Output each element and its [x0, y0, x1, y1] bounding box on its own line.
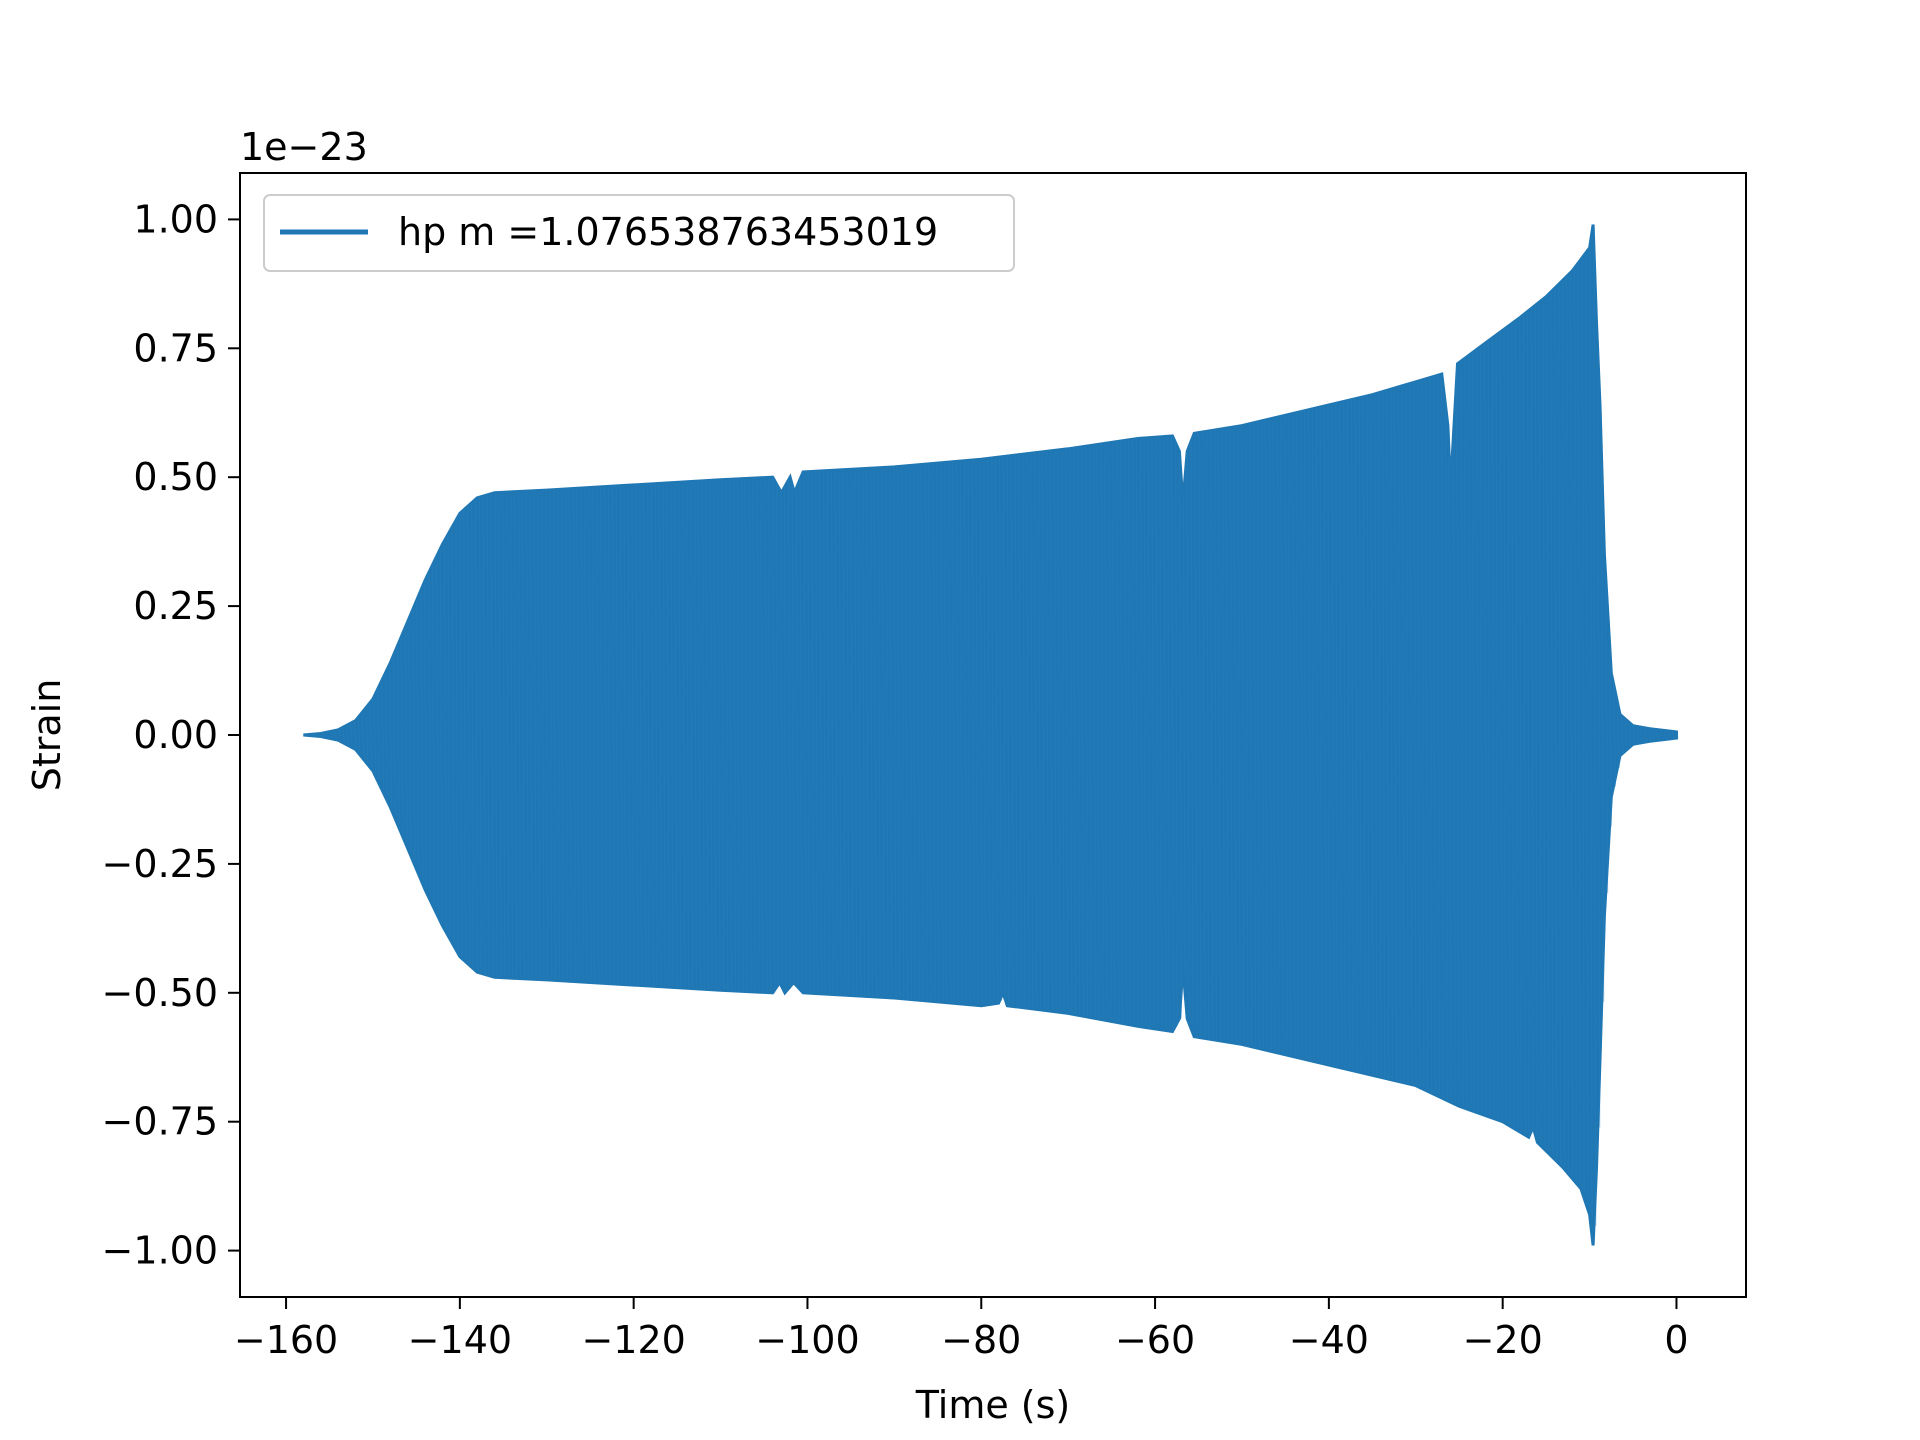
y-tick-label: 0.75 — [133, 326, 218, 370]
legend: hp m =1.076538763453019 — [263, 194, 1015, 272]
y-tick-label: 1.00 — [133, 197, 218, 241]
x-tick-label: −120 — [581, 1318, 685, 1362]
series-hp-waveform — [303, 224, 1678, 1246]
x-tick-label: −100 — [755, 1318, 859, 1362]
y-axis: 1.00 0.75 0.50 0.25 0.00 −0.25 −0.50 −0.75 −1.00 — [102, 197, 240, 1273]
y-tick-label: 0.00 — [133, 713, 218, 757]
x-tick-label: 0 — [1664, 1318, 1688, 1362]
y-tick-label: −0.75 — [102, 1100, 218, 1144]
y-tick-label: −0.25 — [102, 842, 218, 886]
y-tick-label: −0.50 — [102, 971, 218, 1015]
x-tick-label: −160 — [234, 1318, 338, 1362]
y-axis-label: Strain — [25, 679, 69, 792]
x-axis-label: Time (s) — [915, 1383, 1071, 1427]
y-tick-label: 0.25 — [133, 584, 218, 628]
x-tick-label: −60 — [1115, 1318, 1195, 1362]
y-tick-label: 0.50 — [133, 455, 218, 499]
y-tick-label: −1.00 — [102, 1229, 218, 1273]
x-tick-label: −140 — [408, 1318, 512, 1362]
series-hp-oscillation-texture — [303, 244, 1679, 1227]
x-tick-label: −40 — [1289, 1318, 1369, 1362]
x-tick-label: −20 — [1463, 1318, 1543, 1362]
legend-entry-hp: hp m =1.076538763453019 — [398, 210, 938, 254]
x-tick-label: −80 — [941, 1318, 1021, 1362]
plot-area — [303, 224, 1679, 1246]
x-axis: −160 −140 −120 −100 −80 −60 −40 −20 0 — [234, 1297, 1689, 1362]
legend-box — [263, 194, 1015, 272]
y-axis-offset-label: 1e−23 — [240, 125, 368, 169]
